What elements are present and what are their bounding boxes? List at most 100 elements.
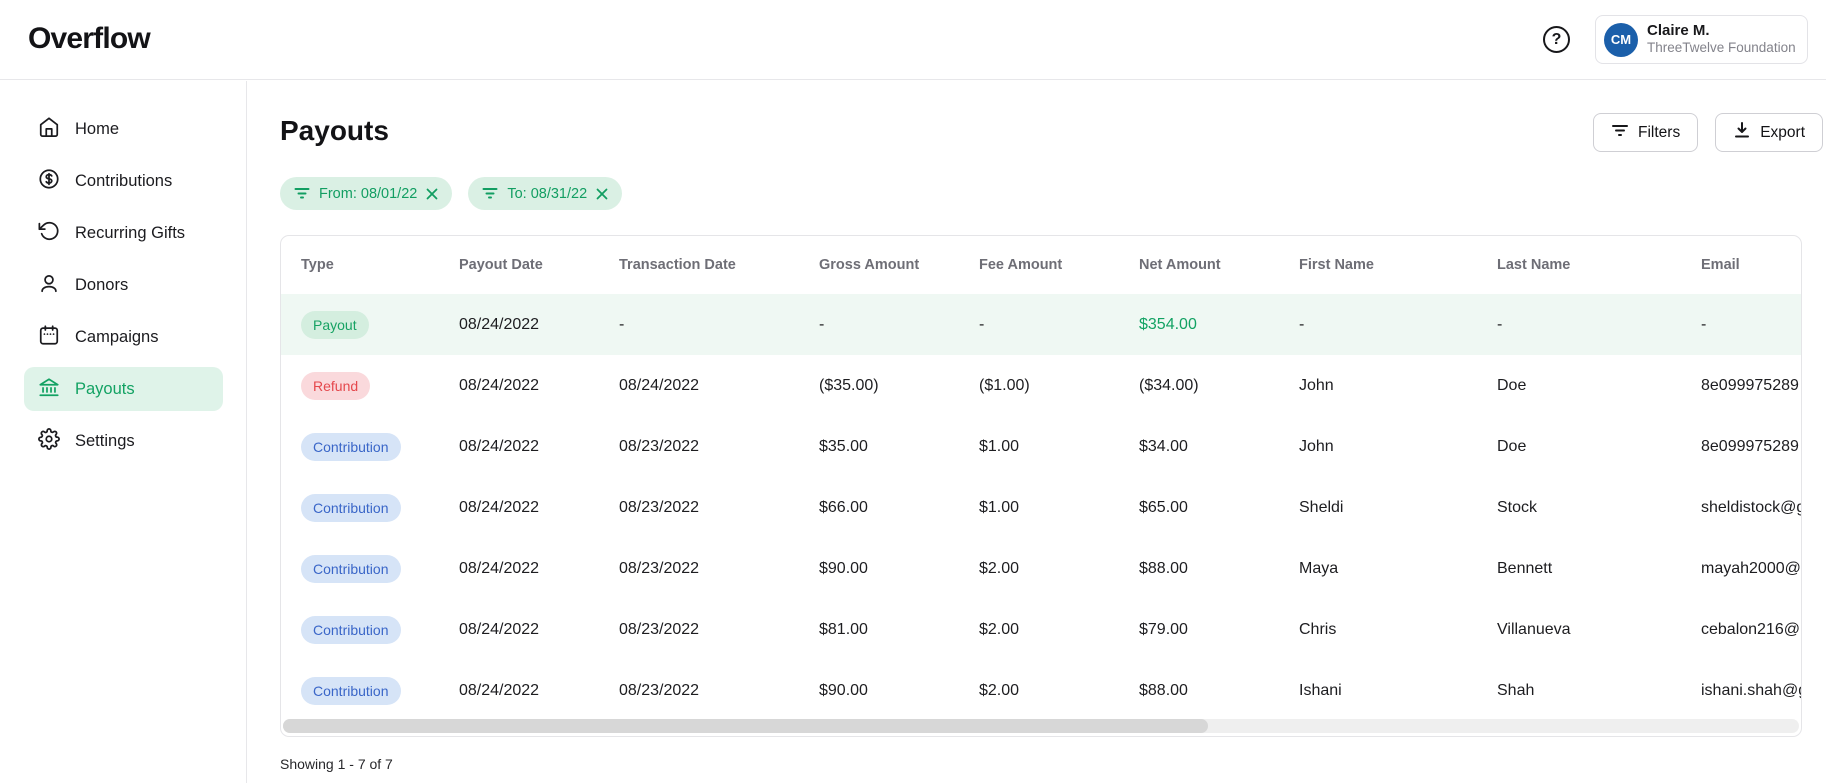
export-button-label: Export: [1760, 123, 1806, 141]
toolbar: Filters Export: [1593, 113, 1824, 152]
cell-type: Contribution: [301, 493, 459, 522]
filter-chip-to[interactable]: To: 08/31/22: [468, 177, 623, 210]
gear-icon: [38, 427, 60, 455]
cell-transaction-date: 08/24/2022: [619, 376, 700, 394]
download-icon: [1733, 121, 1751, 144]
sidebar-item-home[interactable]: Home: [24, 107, 223, 151]
cell-first-name: -: [1299, 315, 1305, 333]
cell-gross-amount: $81.00: [819, 620, 868, 638]
column-header-first-name: First Name: [1299, 257, 1374, 273]
cell-last-name: Villanueva: [1497, 620, 1571, 638]
filter-icon: [294, 184, 310, 204]
filters-button[interactable]: Filters: [1593, 113, 1699, 152]
cell-gross-amount: $90.00: [819, 681, 868, 699]
cell-first-name: Ishani: [1299, 681, 1342, 699]
cell-first-name: Chris: [1299, 620, 1337, 638]
cell-transaction-date: 08/23/2022: [619, 437, 700, 455]
table-row[interactable]: Contribution 08/24/2022 08/23/2022 $66.0…: [281, 477, 1802, 538]
close-icon[interactable]: [596, 188, 608, 200]
filter-icon: [1611, 121, 1629, 144]
cell-email: sheldistock@g: [1701, 498, 1802, 516]
filters-button-label: Filters: [1638, 123, 1681, 141]
cell-type: Refund: [301, 371, 459, 400]
sidebar-item-recurring-gifts[interactable]: Recurring Gifts: [24, 211, 223, 255]
cell-email: -: [1701, 315, 1707, 333]
column-header-type: Type: [301, 257, 334, 273]
cell-type: Payout: [301, 310, 459, 339]
sidebar-item-label: Payouts: [75, 379, 135, 398]
cell-type: Contribution: [301, 432, 459, 461]
type-badge: Contribution: [301, 432, 401, 461]
type-badge: Payout: [301, 310, 369, 339]
cell-transaction-date: 08/23/2022: [619, 681, 700, 699]
cell-payout-date: 08/24/2022: [459, 498, 540, 516]
horizontal-scrollbar-thumb[interactable]: [283, 719, 1208, 733]
sidebar-item-label: Recurring Gifts: [75, 223, 186, 242]
cell-net-amount: $34.00: [1139, 437, 1188, 455]
filter-icon: [482, 184, 498, 204]
cell-payout-date: 08/24/2022: [459, 376, 540, 394]
sidebar: Home Contributions Recurring Gifts Donor…: [0, 81, 247, 783]
user-name: Claire M.: [1647, 21, 1710, 39]
dollar-circle-icon: [38, 168, 60, 195]
type-badge: Contribution: [301, 676, 401, 705]
payouts-table: Type Payout Date Transaction Date Gross …: [280, 235, 1802, 737]
sidebar-item-payouts[interactable]: Payouts: [24, 367, 223, 411]
sidebar-item-label: Donors: [75, 275, 129, 294]
table-row[interactable]: Refund 08/24/2022 08/24/2022 ($35.00) ($…: [281, 355, 1801, 416]
filter-chip-label: To: 08/31/22: [507, 185, 588, 202]
user-info: Claire M. ThreeTwelve Foundation: [1647, 22, 1796, 58]
type-badge: Contribution: [301, 615, 401, 644]
cell-payout-date: 08/24/2022: [459, 437, 540, 455]
cell-last-name: -: [1497, 315, 1503, 333]
table-row[interactable]: Payout 08/24/2022 - - - $354.00 - - -: [281, 294, 1801, 355]
cell-net-amount: $88.00: [1139, 559, 1188, 577]
cell-net-amount: $354.00: [1139, 315, 1197, 333]
cell-fee-amount: -: [979, 315, 985, 333]
sidebar-item-label: Campaigns: [75, 327, 159, 346]
filter-chip-from[interactable]: From: 08/01/22: [280, 177, 453, 210]
cell-gross-amount: -: [819, 315, 825, 333]
table-row[interactable]: Contribution 08/24/2022 08/23/2022 $35.0…: [281, 416, 1801, 477]
calendar-icon: [38, 324, 60, 351]
cell-transaction-date: 08/23/2022: [619, 620, 700, 638]
cell-fee-amount: $2.00: [979, 681, 1020, 699]
sidebar-item-campaigns[interactable]: Campaigns: [24, 315, 223, 359]
sidebar-item-contributions[interactable]: Contributions: [24, 159, 223, 203]
user-organization: ThreeTwelve Foundation: [1647, 40, 1796, 56]
table-row[interactable]: Contribution 08/24/2022 08/23/2022 $81.0…: [281, 599, 1802, 660]
rotate-ccw-icon: [38, 220, 60, 247]
close-icon[interactable]: [426, 188, 438, 200]
cell-last-name: Stock: [1497, 498, 1538, 516]
table-row[interactable]: Contribution 08/24/2022 08/23/2022 $90.0…: [281, 538, 1801, 599]
cell-email: 8e099975289: [1701, 437, 1799, 455]
cell-fee-amount: ($1.00): [979, 376, 1030, 394]
cell-first-name: Sheldi: [1299, 498, 1344, 516]
horizontal-scrollbar-track[interactable]: [283, 719, 1799, 733]
active-filters: From: 08/01/22 To: 08/31/22: [280, 177, 623, 210]
sidebar-item-label: Contributions: [75, 171, 173, 190]
cell-payout-date: 08/24/2022: [459, 559, 540, 577]
cell-email: mayah2000@: [1701, 559, 1801, 577]
bank-icon: [38, 376, 60, 403]
user-menu[interactable]: CM Claire M. ThreeTwelve Foundation: [1595, 15, 1808, 64]
cell-payout-date: 08/24/2022: [459, 315, 540, 333]
pagination-status: Showing 1 - 7 of 7: [280, 756, 393, 772]
app-logo: Overflow: [28, 22, 151, 55]
sidebar-item-settings[interactable]: Settings: [24, 419, 223, 463]
cell-net-amount: $79.00: [1139, 620, 1188, 638]
table-row[interactable]: Contribution 08/24/2022 08/23/2022 $90.0…: [281, 660, 1801, 721]
export-button[interactable]: Export: [1715, 113, 1824, 152]
cell-type: Contribution: [301, 615, 459, 644]
column-header-fee-amount: Fee Amount: [979, 257, 1063, 273]
cell-email: cebalon216@r: [1701, 620, 1802, 638]
cell-gross-amount: ($35.00): [819, 376, 879, 394]
type-badge: Refund: [301, 371, 371, 400]
cell-gross-amount: $90.00: [819, 559, 868, 577]
person-icon: [38, 272, 60, 299]
cell-last-name: Doe: [1497, 376, 1527, 394]
cell-gross-amount: $66.00: [819, 498, 868, 516]
help-icon[interactable]: ?: [1543, 26, 1570, 53]
sidebar-item-donors[interactable]: Donors: [24, 263, 223, 307]
cell-type: Contribution: [301, 676, 459, 705]
